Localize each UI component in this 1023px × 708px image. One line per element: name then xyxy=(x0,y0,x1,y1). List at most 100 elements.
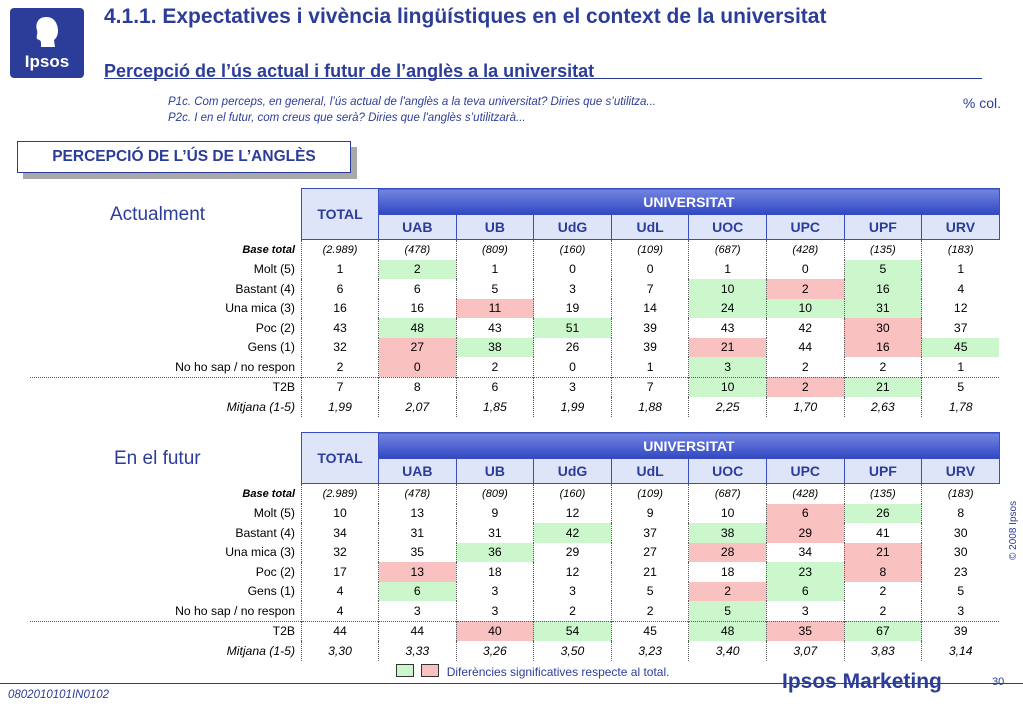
ipsos-logo: Ipsos xyxy=(10,8,84,78)
table-cell: 27 xyxy=(378,337,457,357)
table-cell: 24 xyxy=(688,298,767,318)
table-cell: 13 xyxy=(378,503,457,523)
table-cell: (160) xyxy=(533,239,612,260)
page-subtitle: Percepció de l’ús actual i futur de l’an… xyxy=(104,61,595,81)
table-cell: 3,07 xyxy=(765,641,845,661)
table-cell: 44 xyxy=(378,620,457,641)
table-row: No ho sap / no respon 4 3 3 2 2 5 3 2 3 xyxy=(30,601,1000,621)
table-cell: 48 xyxy=(378,318,457,338)
table-cell: 30 xyxy=(843,318,922,338)
row-label: Mitjana (1-5) xyxy=(226,399,295,414)
table-cell: (109) xyxy=(610,239,689,260)
table-cell: 3 xyxy=(455,581,534,601)
row-label: No ho sap / no respon xyxy=(175,603,295,618)
block-label-futur: En el futur xyxy=(114,448,201,469)
page-number: 30 xyxy=(992,676,1005,688)
table-cell: 0 xyxy=(765,259,845,279)
table-cell: 18 xyxy=(688,562,767,582)
table-cell: 31 xyxy=(455,523,534,543)
table-cell: 10 xyxy=(688,279,767,299)
table-row: Base total (2.989) (478) (809) (160) (109) (68… xyxy=(30,483,1000,504)
header-col-upf: UPF xyxy=(843,458,923,484)
table-cell: 10 xyxy=(688,376,767,397)
table-cell: 39 xyxy=(610,337,689,357)
section-title: PERCEPCIÓ DE L’ÚS DE L’ANGLÈS xyxy=(17,141,351,173)
table-cell: 12 xyxy=(921,298,1000,318)
table-cell: (428) xyxy=(765,239,845,260)
table-cell: 48 xyxy=(688,620,767,641)
table-cell: 45 xyxy=(610,620,689,641)
table-futur: TOTAL UNIVERSITAT UAB UB UdG UdL UOC UPC UPF URV B… xyxy=(30,432,1000,661)
table-cell: 1 xyxy=(455,259,534,279)
header-col-urv: URV xyxy=(921,214,1000,240)
table-cell: 1 xyxy=(610,357,689,377)
legend-swatch-green xyxy=(396,664,414,677)
header-spacer xyxy=(30,433,302,459)
table-cell: (135) xyxy=(843,239,922,260)
row-label: No ho sap / no respon xyxy=(175,359,295,374)
table-actualment: TOTAL UNIVERSITAT UAB UB UdG UdL UOC UPC UPF URV B… xyxy=(30,188,1000,417)
table-cell: 6 xyxy=(378,279,457,299)
table-cell: 67 xyxy=(843,620,922,641)
table-cell: 30 xyxy=(921,523,1000,543)
table-cell: 3,50 xyxy=(533,641,612,661)
table-cell: 3 xyxy=(765,601,845,621)
table-cell: 2 xyxy=(610,601,689,621)
table-cell: 2 xyxy=(688,581,767,601)
table-cell: 10 xyxy=(688,503,767,523)
header-col-ub: UB xyxy=(455,458,535,484)
table-cell: 32 xyxy=(301,337,379,357)
table-cell: 3 xyxy=(378,601,457,621)
header-col-urv: URV xyxy=(921,458,1000,484)
table-cell: 23 xyxy=(921,562,1000,582)
table-cell: 0 xyxy=(533,259,612,279)
table-cell: 7 xyxy=(610,376,689,397)
table-cell: 39 xyxy=(921,620,1000,641)
table-cell: (135) xyxy=(843,483,922,504)
table-cell: 2 xyxy=(765,376,845,397)
table-cell: 2,63 xyxy=(843,397,922,417)
table-cell: 8 xyxy=(843,562,922,582)
header-total: TOTAL xyxy=(301,188,379,240)
header-col-ub: UB xyxy=(455,214,535,240)
table-cell: 3 xyxy=(533,376,612,397)
table-cell: 27 xyxy=(610,542,689,562)
table-cell: 5 xyxy=(843,259,922,279)
table-cell: 18 xyxy=(455,562,534,582)
table-cell: 2 xyxy=(533,601,612,621)
table-cell: 5 xyxy=(921,376,1000,397)
table-cell: 43 xyxy=(301,318,379,338)
table-cell: 0 xyxy=(378,357,457,377)
table-cell: 8 xyxy=(921,503,1000,523)
table-cell: 21 xyxy=(843,542,922,562)
table-row: T2B 7 8 6 3 7 10 2 21 5 xyxy=(30,376,1000,397)
table-cell: 54 xyxy=(533,620,612,641)
row-label: Una mica (3) xyxy=(225,301,295,316)
table-cell: 5 xyxy=(610,581,689,601)
table-cell: 29 xyxy=(533,542,612,562)
table-row: Una mica (3) 16 16 11 19 14 24 10 31 12 xyxy=(30,298,1000,318)
row-label: T2B xyxy=(30,620,302,641)
header-col-udg: UdG xyxy=(533,458,612,484)
table-cell: 26 xyxy=(533,337,612,357)
table-cell: (809) xyxy=(455,239,534,260)
table-cell: 51 xyxy=(533,318,612,338)
table-cell: (109) xyxy=(610,483,689,504)
table-cell: 21 xyxy=(688,337,767,357)
table-cell: 2 xyxy=(843,601,922,621)
row-label: Molt (5) xyxy=(253,506,295,521)
table-cell: 3,26 xyxy=(455,641,534,661)
table-row: Una mica (3) 32 35 36 29 27 28 34 21 30 xyxy=(30,542,1000,562)
row-label: Mitjana (1-5) xyxy=(226,643,295,658)
table-cell: 21 xyxy=(610,562,689,582)
table-row: Mitjana (1-5) 1,99 2,07 1,85 1,99 1,88 2,25 1,7… xyxy=(30,397,1000,417)
legend-text: Diferències significatives respecte al t… xyxy=(446,665,670,679)
table-cell: 42 xyxy=(533,523,612,543)
table-row: Molt (5) 1 2 1 0 0 1 0 5 1 xyxy=(30,259,1000,279)
footer-divider xyxy=(0,683,1023,684)
table-cell: 1 xyxy=(301,259,379,279)
table-row: T2B 44 44 40 54 45 48 35 67 39 xyxy=(30,620,1000,641)
header-universitat: UNIVERSITAT xyxy=(378,432,1000,459)
table-cell: 0 xyxy=(533,357,612,377)
table-cell: 3 xyxy=(455,601,534,621)
